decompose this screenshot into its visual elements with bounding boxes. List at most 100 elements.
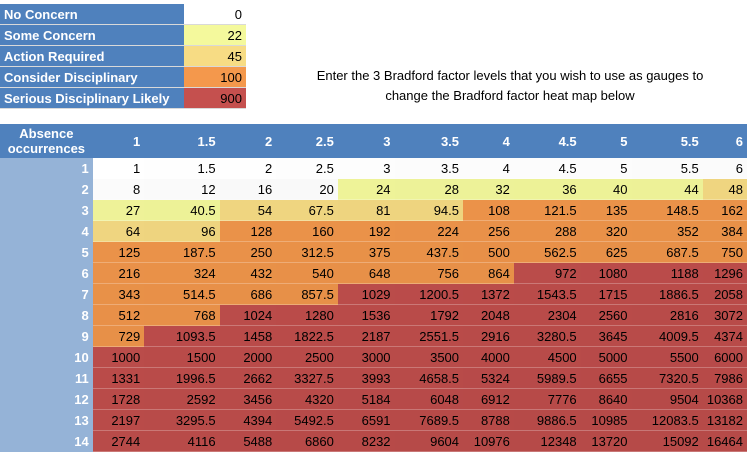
table-row: 9 729 1093.5 1458 1822.5 2187 2551.5 2916 3280.5… — [0, 325, 747, 347]
heatmap-cell: 1188 — [631, 262, 703, 284]
column-header: 6 — [702, 124, 747, 158]
heatmap-cell: 3.5 — [394, 158, 464, 179]
table-row: 6 216 324 432 540 648 756 864 972 1080 1188 1296 — [0, 262, 747, 284]
heatmap-cell: 3327.5 — [276, 367, 338, 389]
heatmap-cell: 2048 — [463, 304, 514, 326]
heatmap-cell: 36 — [513, 178, 581, 200]
row-header: 3 — [0, 199, 93, 221]
heatmap-cell: 857.5 — [276, 283, 338, 305]
heatmap-cell: 687.5 — [631, 241, 703, 263]
instruction-text: Enter the 3 Bradford factor levels that … — [300, 66, 720, 106]
heatmap-cell: 7986 — [702, 367, 747, 389]
threshold-value-cell[interactable]: 0 — [184, 4, 246, 25]
column-header: 4.5 — [513, 124, 581, 158]
heatmap-cell: 12 — [144, 178, 220, 200]
heatmap-cell: 6655 — [580, 367, 632, 389]
threshold-value-cell[interactable]: 22 — [184, 24, 246, 46]
heatmap-cell: 500 — [463, 241, 514, 263]
heatmap-cell: 64 — [92, 220, 145, 242]
table-row: 12 1728 2592 3456 4320 5184 6048 6912 7776 8640 95… — [0, 388, 747, 410]
legend-row: No Concern 0 — [0, 4, 246, 25]
row-header: 6 — [0, 262, 93, 284]
heatmap-cell: 15092 — [631, 430, 703, 452]
heatmap-cell: 1500 — [144, 346, 220, 368]
heatmap-cell: 1280 — [276, 304, 338, 326]
heatmap-cell: 40 — [580, 178, 632, 200]
row-header: 4 — [0, 220, 93, 242]
heatmap-cell: 1996.5 — [144, 367, 220, 389]
heatmap-cell: 1093.5 — [144, 325, 220, 347]
heatmap-cell: 2744 — [92, 430, 145, 452]
legend-label: Action Required — [0, 45, 184, 67]
heatmap-cell: 3993 — [337, 367, 395, 389]
heatmap-cell: 432 — [219, 262, 277, 284]
threshold-value-cell[interactable]: 100 — [184, 66, 246, 88]
heatmap-cell: 437.5 — [394, 241, 464, 263]
heatmap-cell: 320 — [580, 220, 632, 242]
heatmap-cell: 5492.5 — [276, 409, 338, 431]
column-header: 1.5 — [144, 124, 220, 158]
heatmap-cell: 514.5 — [144, 283, 220, 305]
threshold-value-cell[interactable]: 900 — [184, 87, 246, 109]
heatmap-cell: 32 — [463, 178, 514, 200]
table-row: 13 2197 3295.5 4394 5492.5 6591 7689.5 8788 9886… — [0, 409, 747, 431]
heatmap-cell: 1543.5 — [513, 283, 581, 305]
heatmap-cell: 250 — [219, 241, 277, 263]
heatmap-cell: 148.5 — [631, 199, 703, 221]
heatmap-cell: 67.5 — [276, 199, 338, 221]
heatmap-cell: 4394 — [219, 409, 277, 431]
heatmap-cell: 12348 — [513, 430, 581, 452]
row-header: 13 — [0, 409, 93, 431]
heatmap-cell: 2 — [219, 158, 277, 179]
heatmap-cell: 4374 — [702, 325, 747, 347]
table-row: 5 125 187.5 250 312.5 375 437.5 500 562.5 625 687.… — [0, 241, 747, 263]
heatmap-cell: 5184 — [337, 388, 395, 410]
bradford-heatmap-table: Absence occurrences 1 1.5 2 2.5 3 3.5 4 4.5 5 5.5… — [0, 124, 747, 452]
heatmap-cell: 4500 — [513, 346, 581, 368]
legend-row: Consider Disciplinary 100 — [0, 66, 246, 88]
heatmap-cell: 4658.5 — [394, 367, 464, 389]
heatmap-cell: 3500 — [394, 346, 464, 368]
heatmap-cell: 4116 — [144, 430, 220, 452]
heatmap-cell: 24 — [337, 178, 395, 200]
heatmap-cell: 972 — [513, 262, 581, 284]
heatmap-cell: 27 — [92, 199, 145, 221]
column-header: 2.5 — [276, 124, 338, 158]
table-row: 10 1000 1500 2000 2500 3000 3500 4000 4500 5000 55… — [0, 346, 747, 368]
column-header: 3.5 — [394, 124, 464, 158]
heatmap-cell: 384 — [702, 220, 747, 242]
row-header: 10 — [0, 346, 93, 368]
heatmap-cell: 1331 — [92, 367, 145, 389]
table-row: 8 512 768 1024 1280 1536 1792 2048 2304 2560 2816 3… — [0, 304, 747, 326]
heatmap-cell: 4009.5 — [631, 325, 703, 347]
heatmap-cell: 9504 — [631, 388, 703, 410]
heatmap-cell: 5488 — [219, 430, 277, 452]
heatmap-cell: 2000 — [219, 346, 277, 368]
heatmap-cell: 40.5 — [144, 199, 220, 221]
legend-label: Some Concern — [0, 24, 184, 46]
heatmap-cell: 8788 — [463, 409, 514, 431]
threshold-legend-table: No Concern 0 Some Concern 22 Action Required… — [0, 4, 246, 109]
heatmap-cell: 1886.5 — [631, 283, 703, 305]
heatmap-cell: 729 — [92, 325, 145, 347]
heatmap-cell: 216 — [92, 262, 145, 284]
threshold-value-cell[interactable]: 45 — [184, 45, 246, 67]
heatmap-cell: 125 — [92, 241, 145, 263]
heatmap-cell: 2592 — [144, 388, 220, 410]
heatmap-cell: 6 — [702, 158, 747, 179]
heatmap-cell: 1200.5 — [394, 283, 464, 305]
heatmap-cell: 10976 — [463, 430, 514, 452]
heatmap-cell: 5324 — [463, 367, 514, 389]
heatmap-cell: 4320 — [276, 388, 338, 410]
row-header: 12 — [0, 388, 93, 410]
heatmap-cell: 750 — [702, 241, 747, 263]
heatmap-corner-header: Absence occurrences — [0, 124, 93, 158]
heatmap-cell: 10368 — [702, 388, 747, 410]
heatmap-cell: 1296 — [702, 262, 747, 284]
row-header: 11 — [0, 367, 93, 389]
heatmap-cell: 94.5 — [394, 199, 464, 221]
heatmap-cell: 4000 — [463, 346, 514, 368]
heatmap-cell: 13720 — [580, 430, 632, 452]
heatmap-cell: 7689.5 — [394, 409, 464, 431]
column-header: 1 — [92, 124, 145, 158]
